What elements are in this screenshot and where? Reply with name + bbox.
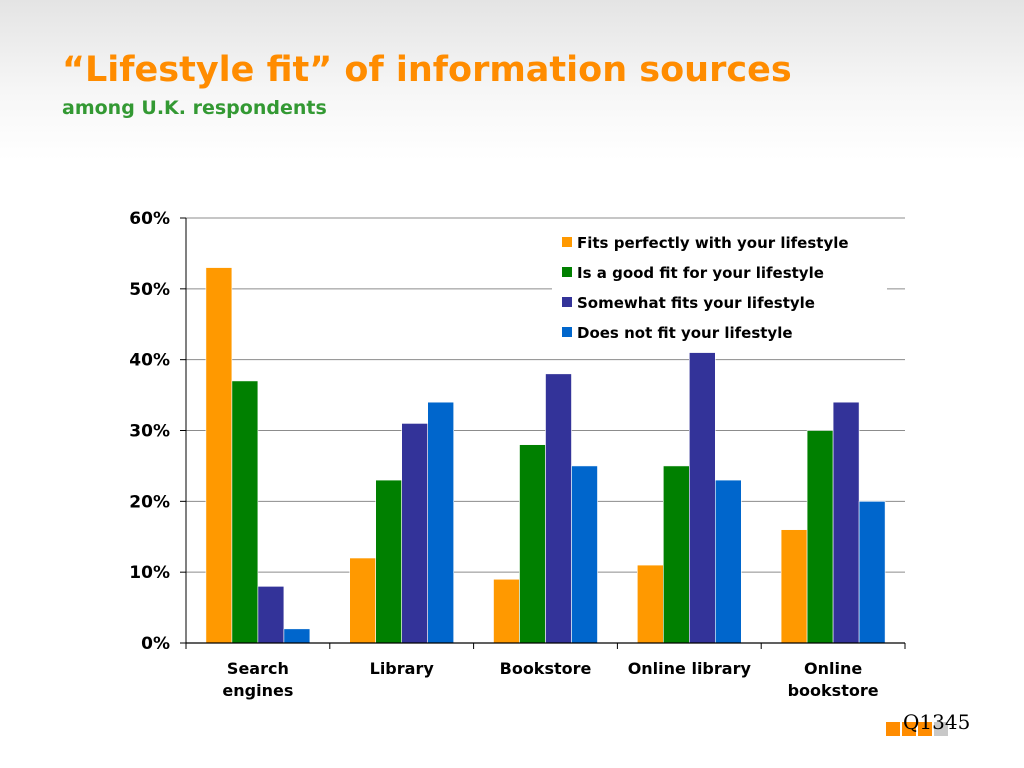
bar <box>257 586 285 644</box>
bar <box>806 430 834 644</box>
bar <box>571 465 598 644</box>
question-code: Q1345 <box>903 710 971 734</box>
bar <box>401 423 429 644</box>
x-tick-label: Bookstore <box>500 659 592 678</box>
legend-label: Fits perfectly with your lifestyle <box>577 234 849 252</box>
y-tick-label: 10% <box>129 563 170 583</box>
legend-label: Does not fit your lifestyle <box>577 324 793 342</box>
y-tick-label: 30% <box>129 422 170 442</box>
footer-square <box>934 722 948 736</box>
x-tick-label: Online <box>804 659 862 678</box>
bar <box>832 401 860 644</box>
slide-title: “Lifestyle fit” of information sources <box>62 50 792 90</box>
x-tick-label: engines <box>222 681 293 700</box>
y-tick-label: 40% <box>129 351 170 371</box>
legend-background <box>552 228 887 346</box>
bar <box>427 401 455 644</box>
y-tick-label: 0% <box>141 634 170 654</box>
bar <box>636 564 664 644</box>
legend-swatch <box>562 327 572 337</box>
bar <box>205 267 233 644</box>
x-tick-label: Search <box>227 659 289 678</box>
y-tick-label: 50% <box>129 280 170 300</box>
bar <box>283 628 311 644</box>
legend-label: Somewhat fits your lifestyle <box>577 294 815 312</box>
bar <box>231 380 259 644</box>
legend-swatch <box>562 237 572 247</box>
legend-swatch <box>562 297 572 307</box>
y-tick-label: 60% <box>129 209 170 229</box>
footer-logo-squares <box>886 722 948 736</box>
x-tick-label: Online library <box>628 659 752 678</box>
slide-subtitle: among U.K. respondents <box>62 97 327 119</box>
bar <box>688 352 716 644</box>
bar <box>858 501 886 644</box>
footer-square <box>886 722 900 736</box>
x-tick-label: bookstore <box>788 681 879 700</box>
legend-swatch <box>562 267 572 277</box>
bar <box>662 465 690 644</box>
footer-square <box>918 722 932 736</box>
bar <box>349 557 377 644</box>
footer-square <box>902 722 916 736</box>
bar <box>780 529 808 644</box>
bar <box>714 479 742 644</box>
bar <box>375 479 403 644</box>
bar <box>545 373 572 644</box>
legend-label: Is a good fit for your lifestyle <box>577 264 824 282</box>
bar <box>493 578 520 644</box>
y-tick-label: 20% <box>129 492 170 512</box>
bar <box>519 444 546 644</box>
x-tick-label: Library <box>370 659 435 678</box>
